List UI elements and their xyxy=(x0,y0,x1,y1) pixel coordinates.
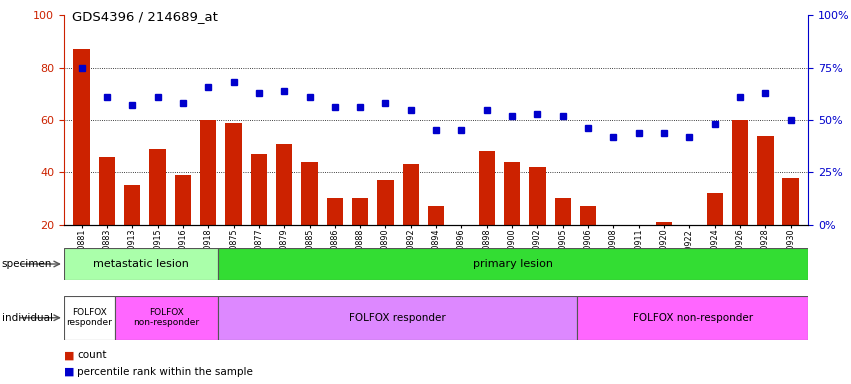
Bar xyxy=(631,227,647,277)
Bar xyxy=(218,296,577,340)
Bar xyxy=(64,248,218,280)
Bar xyxy=(64,296,115,340)
Bar xyxy=(580,206,597,277)
Bar xyxy=(681,232,698,277)
Bar xyxy=(174,175,191,277)
Bar xyxy=(377,180,394,277)
Bar xyxy=(529,167,545,277)
Bar xyxy=(115,296,218,340)
Bar xyxy=(200,120,216,277)
Bar xyxy=(706,193,723,277)
Text: specimen: specimen xyxy=(2,259,52,269)
Bar xyxy=(656,222,672,277)
Text: FOLFOX non-responder: FOLFOX non-responder xyxy=(633,313,753,323)
Bar xyxy=(782,177,799,277)
Bar xyxy=(99,157,115,277)
Bar xyxy=(149,149,166,277)
Bar xyxy=(454,225,470,277)
Bar xyxy=(301,162,317,277)
Bar xyxy=(276,144,293,277)
Bar xyxy=(327,199,343,277)
Bar xyxy=(218,248,808,280)
Bar xyxy=(124,185,140,277)
Bar xyxy=(732,120,748,277)
Bar xyxy=(403,164,419,277)
Text: ■: ■ xyxy=(64,350,74,360)
Text: ■: ■ xyxy=(64,367,74,377)
Text: primary lesion: primary lesion xyxy=(473,259,553,269)
Text: FOLFOX responder: FOLFOX responder xyxy=(349,313,446,323)
Bar xyxy=(605,243,622,277)
Text: metastatic lesion: metastatic lesion xyxy=(93,259,189,269)
Bar xyxy=(478,151,495,277)
Bar xyxy=(250,154,267,277)
Text: GDS4396 / 214689_at: GDS4396 / 214689_at xyxy=(72,10,218,23)
Bar xyxy=(757,136,774,277)
Text: FOLFOX
responder: FOLFOX responder xyxy=(66,308,112,328)
Bar xyxy=(73,50,90,277)
Text: individual: individual xyxy=(2,313,53,323)
Text: count: count xyxy=(77,350,107,360)
Text: percentile rank within the sample: percentile rank within the sample xyxy=(77,367,254,377)
Text: FOLFOX
non-responder: FOLFOX non-responder xyxy=(134,308,200,328)
Bar xyxy=(226,122,242,277)
Bar xyxy=(428,206,444,277)
Bar xyxy=(555,199,571,277)
Bar xyxy=(504,162,520,277)
Bar xyxy=(577,296,808,340)
Bar xyxy=(352,199,368,277)
